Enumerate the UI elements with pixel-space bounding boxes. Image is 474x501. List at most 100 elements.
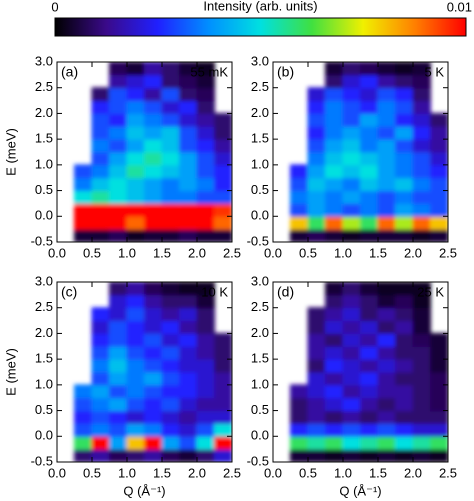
- heatmap-cell: [144, 282, 163, 296]
- heatmap-cell: [342, 435, 361, 450]
- heatmap-cell: [377, 358, 396, 373]
- heatmap-cell: [179, 125, 198, 140]
- heatmap-cell: [214, 202, 232, 217]
- y-axis-label: E (meV): [3, 348, 18, 396]
- heatmap-cell: [412, 228, 431, 242]
- heatmap-cell: [126, 138, 145, 153]
- heatmap-cell: [91, 190, 110, 204]
- heatmap-cell: [91, 177, 110, 192]
- heatmap-cell: [412, 100, 431, 114]
- heatmap-cell: [342, 371, 361, 386]
- heatmap-cell: [196, 371, 215, 386]
- heatmap-cell: [91, 307, 110, 322]
- heatmap: [290, 62, 448, 242]
- heatmap-cell: [196, 112, 215, 127]
- heatmap-cell: [196, 397, 215, 412]
- heatmap-cell: [395, 422, 414, 437]
- heatmap-cell: [161, 228, 180, 242]
- heatmap-cell: [179, 228, 198, 242]
- heatmap-cell: [395, 228, 414, 242]
- heatmap-cell: [126, 435, 145, 450]
- heatmap-cell: [430, 190, 448, 204]
- heatmap-cell: [395, 62, 414, 76]
- heatmap-cell: [307, 177, 326, 192]
- heatmap-cell: [290, 164, 309, 179]
- y-tick-label: 1.0: [35, 376, 53, 391]
- heatmap-cell: [342, 448, 361, 462]
- heatmap-cell: [109, 384, 128, 399]
- y-tick-label: -0.5: [247, 453, 269, 468]
- heatmap-cell: [377, 384, 396, 399]
- plot-frame: [56, 61, 233, 243]
- x-tick-label: 1.0: [118, 465, 136, 480]
- heatmap-cell: [179, 320, 198, 334]
- heatmap-cell: [395, 190, 414, 204]
- heatmap-cell: [360, 320, 379, 334]
- heatmap-cell: [290, 422, 309, 437]
- heatmap-cell: [109, 87, 128, 102]
- heatmap-cell: [395, 320, 414, 334]
- heatmap-cell: [161, 190, 180, 204]
- heatmap-cell: [161, 435, 180, 450]
- heatmap: [290, 282, 448, 462]
- heatmap-cells: [74, 282, 232, 462]
- heatmap-cell: [179, 358, 198, 373]
- y-tick-label: 1.0: [35, 156, 53, 171]
- heatmap-cell: [109, 190, 128, 204]
- y-tick-label: 2.0: [251, 105, 269, 120]
- heatmap-cell: [214, 345, 232, 360]
- y-tick-label: 0.0: [35, 208, 53, 223]
- heatmap-cell: [91, 435, 110, 450]
- heatmap-cell: [395, 384, 414, 399]
- heatmap-cell: [377, 125, 396, 140]
- heatmap-cell: [126, 228, 145, 242]
- heatmap-cell: [377, 87, 396, 102]
- heatmap-cell: [214, 164, 232, 179]
- heatmap-cell: [109, 345, 128, 360]
- heatmap-cell: [91, 151, 110, 166]
- heatmap-cell: [412, 151, 431, 166]
- panel-annotation: 55 mK: [190, 64, 228, 79]
- heatmap-cell: [179, 215, 198, 230]
- heatmap-cell: [214, 151, 232, 166]
- heatmap-cell: [196, 228, 215, 242]
- heatmap-cell: [325, 307, 344, 322]
- heatmap-cell: [412, 164, 431, 179]
- heatmap-cell: [214, 384, 232, 399]
- heatmap-cell: [307, 332, 326, 347]
- heatmap-cell: [290, 410, 309, 424]
- heatmap-cell: [196, 282, 215, 296]
- heatmap-cell: [342, 125, 361, 140]
- heatmap-cell: [430, 138, 448, 153]
- heatmap-cell: [412, 397, 431, 412]
- heatmap-cell: [109, 74, 128, 89]
- heatmap-cell: [126, 345, 145, 360]
- heatmap-cell: [214, 112, 232, 127]
- heatmap-cell: [377, 74, 396, 89]
- heatmap-cell: [214, 228, 232, 242]
- heatmap-cell: [109, 320, 128, 334]
- heatmap-cell: [395, 448, 414, 462]
- heatmap-cell: [144, 87, 163, 102]
- heatmap-cell: [91, 202, 110, 217]
- heatmap-cell: [161, 332, 180, 347]
- heatmap-cell: [126, 358, 145, 373]
- heatmap-cell: [412, 384, 431, 399]
- heatmap-cell: [290, 397, 309, 412]
- heatmap-cell: [109, 138, 128, 153]
- heatmap-cell: [325, 202, 344, 217]
- heatmap-cell: [144, 384, 163, 399]
- heatmap-cell: [342, 202, 361, 217]
- heatmap-cell: [430, 384, 448, 399]
- heatmap-cell: [412, 74, 431, 89]
- heatmap-cell: [430, 215, 448, 230]
- heatmap-cell: [109, 100, 128, 114]
- panel-label: (b): [277, 64, 294, 80]
- y-tick-label: 2.5: [35, 79, 53, 94]
- heatmap-cell: [179, 190, 198, 204]
- heatmap-cell: [109, 125, 128, 140]
- heatmap-cell: [360, 112, 379, 127]
- heatmap-cell: [126, 371, 145, 386]
- heatmap-cell: [342, 397, 361, 412]
- heatmap-cell: [360, 202, 379, 217]
